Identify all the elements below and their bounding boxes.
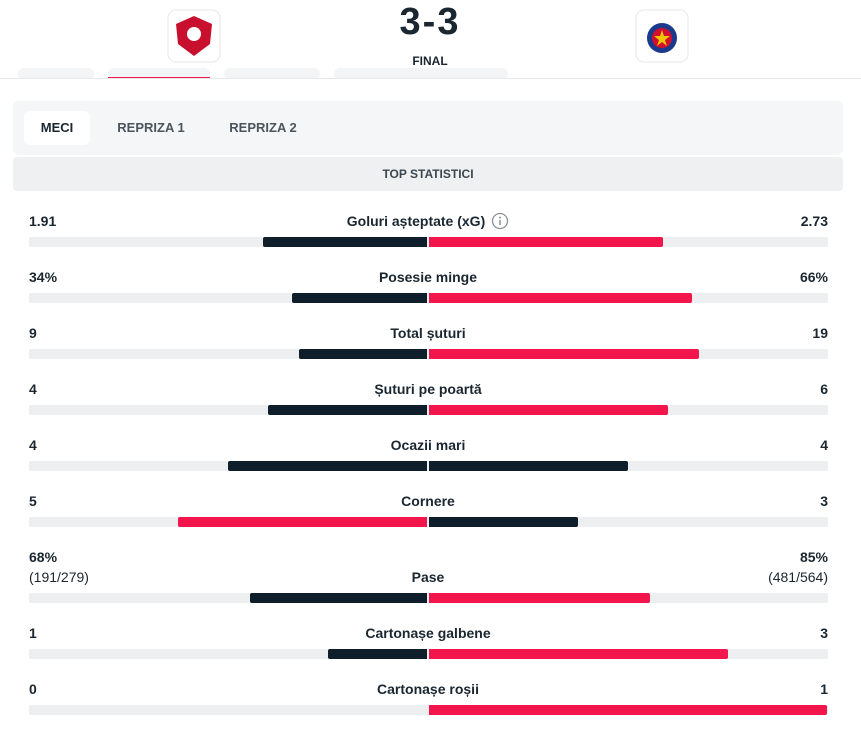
- away-value: 3: [820, 625, 828, 641]
- header-cover: [0, 78, 861, 100]
- home-score: 3: [399, 1, 423, 43]
- match-status: FINAL: [412, 54, 448, 68]
- away-value: 6: [820, 381, 828, 397]
- away-bar: [429, 349, 700, 359]
- home-bar: [291, 293, 427, 303]
- home-value: 0: [29, 681, 37, 697]
- tab-pill: [18, 68, 94, 80]
- bar-track: [29, 649, 828, 659]
- away-bar: [429, 649, 728, 659]
- stat-label: Posesie minge: [378, 269, 478, 285]
- away-value: 4: [820, 437, 828, 453]
- away-value: 3: [820, 493, 828, 509]
- home-bar: [299, 349, 427, 359]
- stat-label: Pase: [411, 569, 445, 585]
- away-bar: [429, 237, 664, 247]
- bar-track: [29, 593, 828, 603]
- home-bar: [327, 649, 427, 659]
- home-bar: [228, 461, 427, 471]
- bar-track: [29, 405, 828, 415]
- score: 3-3: [380, 2, 480, 42]
- away-value: 1: [820, 681, 828, 697]
- tab-active-bg: [24, 111, 90, 145]
- away-value: 85%: [799, 549, 828, 565]
- tab[interactable]: REPRIZA 1: [117, 120, 185, 135]
- away-bar: [429, 293, 692, 303]
- stat-label: Goluri așteptate (xG): [230, 212, 626, 230]
- away-logo-star: [654, 30, 670, 46]
- tab-bar: [13, 101, 843, 155]
- home-logo-ball: [187, 27, 201, 41]
- bar-track: [29, 293, 828, 303]
- section-title: TOP STATISTICI: [382, 167, 474, 181]
- stat-label: Ocazii mari: [390, 437, 466, 453]
- home-bar: [178, 517, 427, 527]
- score-separator: -: [422, 1, 438, 43]
- home-bar: [263, 237, 427, 247]
- away-bar: [429, 517, 579, 527]
- stat-label-text: Goluri așteptate (xG): [346, 213, 486, 229]
- home-value: 1.91: [29, 213, 57, 229]
- stat-label: Cornere: [401, 493, 455, 509]
- section-bar: [13, 157, 843, 191]
- info-icon[interactable]: [491, 212, 509, 230]
- bar-track: [29, 705, 828, 715]
- away-score: 3: [437, 1, 461, 43]
- away-bar: [429, 461, 628, 471]
- home-detail: (191/279): [29, 569, 89, 585]
- away-value: 66%: [799, 269, 828, 285]
- tab-pill: [334, 68, 508, 80]
- tab-pill: [224, 68, 320, 80]
- away-value: 2.73: [800, 213, 828, 229]
- away-bar: [429, 593, 651, 603]
- away-value: 19: [812, 325, 828, 341]
- stat-label: Cartonașe roșii: [377, 681, 479, 697]
- bar-track: [29, 517, 828, 527]
- home-value: 5: [29, 493, 37, 509]
- bar-track: [29, 349, 828, 359]
- home-value: 4: [29, 437, 37, 453]
- home-value: 4: [29, 381, 37, 397]
- home-bar: [267, 405, 427, 415]
- away-detail: (481/564): [768, 569, 828, 585]
- home-value: 9: [29, 325, 37, 341]
- home-value: 68%: [29, 549, 58, 565]
- away-bar: [429, 405, 668, 415]
- tab[interactable]: REPRIZA 2: [229, 120, 297, 135]
- away-bar: [429, 705, 827, 715]
- stat-label: Șuturi pe poartă: [374, 381, 482, 397]
- bar-track: [29, 461, 828, 471]
- header-graphics: [0, 9, 861, 100]
- bar-track: [29, 237, 828, 247]
- home-bar: [250, 593, 427, 603]
- stat-label: Total șuturi: [390, 325, 466, 341]
- stat-label: Cartonașe galbene: [365, 625, 491, 641]
- tab[interactable]: MECI: [40, 120, 74, 135]
- home-value: 1: [29, 625, 37, 641]
- home-value: 34%: [29, 269, 58, 285]
